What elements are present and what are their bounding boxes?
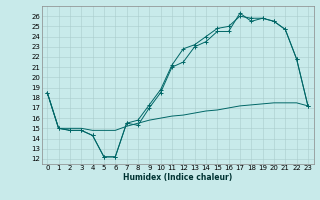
X-axis label: Humidex (Indice chaleur): Humidex (Indice chaleur) bbox=[123, 173, 232, 182]
